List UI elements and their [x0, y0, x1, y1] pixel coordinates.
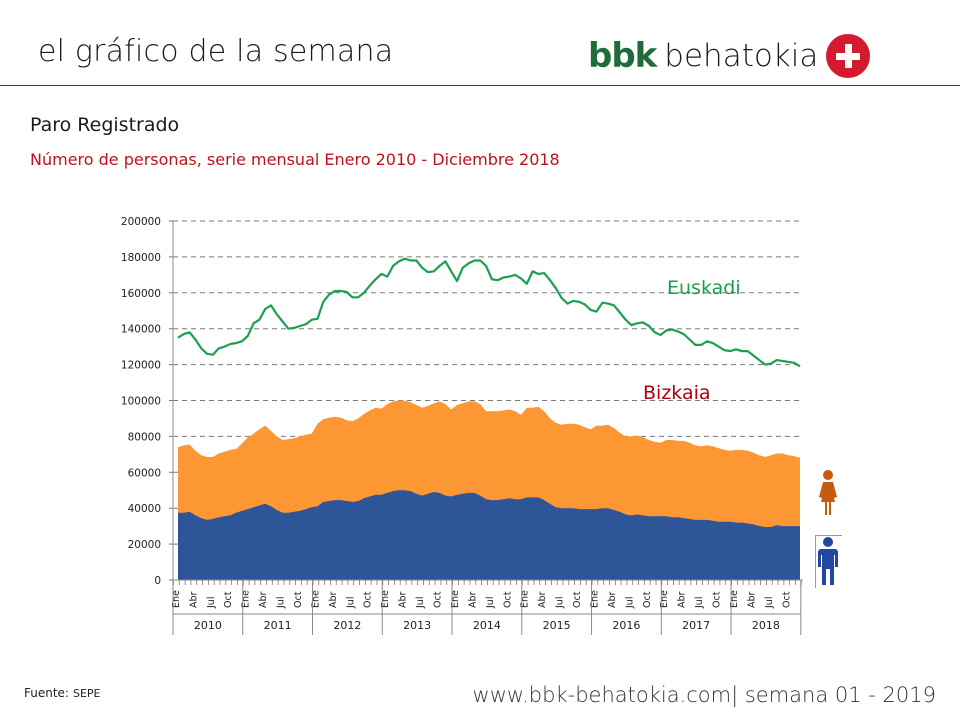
x-month-label: Abr	[607, 591, 618, 608]
x-month-label: Oct	[642, 591, 653, 608]
x-year-label: 2010	[194, 619, 222, 632]
x-month-label: Jul	[345, 597, 356, 609]
source-label: Fuente:	[24, 686, 69, 700]
male-icon	[815, 533, 841, 587]
y-tick-label: 120000	[121, 360, 161, 372]
euskadi-label: Euskadi	[667, 277, 741, 299]
footer-url-week: www.bbk-behatokia.com| semana 01 - 2019	[473, 683, 936, 707]
source-note: Fuente: SEPE	[24, 686, 101, 700]
y-tick-label: 180000	[121, 252, 161, 264]
x-month-label: Oct	[223, 591, 234, 608]
female-icon	[815, 469, 841, 517]
bizkaia-label: Bizkaia	[643, 382, 711, 404]
x-month-label: Jul	[206, 597, 217, 609]
x-month-label: Jul	[485, 597, 496, 609]
x-month-label: Abr	[746, 591, 757, 608]
x-month-label: Oct	[712, 591, 723, 608]
x-month-label: Jul	[415, 597, 426, 609]
x-month-label: Oct	[572, 591, 583, 608]
x-month-label: Oct	[502, 591, 513, 608]
x-year-label: 2014	[473, 619, 501, 632]
x-month-label: Abr	[537, 591, 548, 608]
x-month-label: Jul	[694, 597, 705, 609]
x-year-label: 2011	[264, 619, 292, 632]
x-month-label: Abr	[677, 591, 688, 608]
y-tick-label: 0	[154, 575, 161, 587]
y-tick-label: 80000	[128, 431, 161, 443]
y-tick-label: 160000	[121, 288, 161, 300]
x-year-label: 2015	[543, 619, 571, 632]
x-month-label: Jul	[276, 597, 287, 609]
x-month-label: Jul	[624, 597, 635, 609]
x-month-label: Oct	[781, 591, 792, 608]
y-tick-label: 200000	[121, 216, 161, 228]
y-tick-label: 20000	[128, 539, 161, 551]
x-month-label: Oct	[363, 591, 374, 608]
x-month-label: Abr	[467, 591, 478, 608]
x-month-label: Jul	[555, 597, 566, 609]
y-tick-label: 60000	[128, 467, 161, 479]
x-month-label: Abr	[188, 591, 199, 608]
x-month-label: Oct	[293, 591, 304, 608]
x-year-label: 2016	[612, 619, 640, 632]
x-year-label: 2017	[682, 619, 710, 632]
x-month-label: Oct	[433, 591, 444, 608]
y-tick-label: 40000	[128, 503, 161, 515]
x-month-label: Abr	[258, 591, 269, 608]
source-value: SEPE	[73, 687, 101, 700]
x-year-label: 2013	[403, 619, 431, 632]
x-year-label: 2012	[333, 619, 361, 632]
y-tick-label: 140000	[121, 324, 161, 336]
x-month-label: Abr	[398, 591, 409, 608]
x-month-label: Jul	[764, 597, 775, 609]
x-month-label: Abr	[328, 591, 339, 608]
euskadi-line	[178, 259, 800, 367]
x-year-label: 2018	[752, 619, 780, 632]
y-tick-label: 100000	[121, 396, 161, 408]
